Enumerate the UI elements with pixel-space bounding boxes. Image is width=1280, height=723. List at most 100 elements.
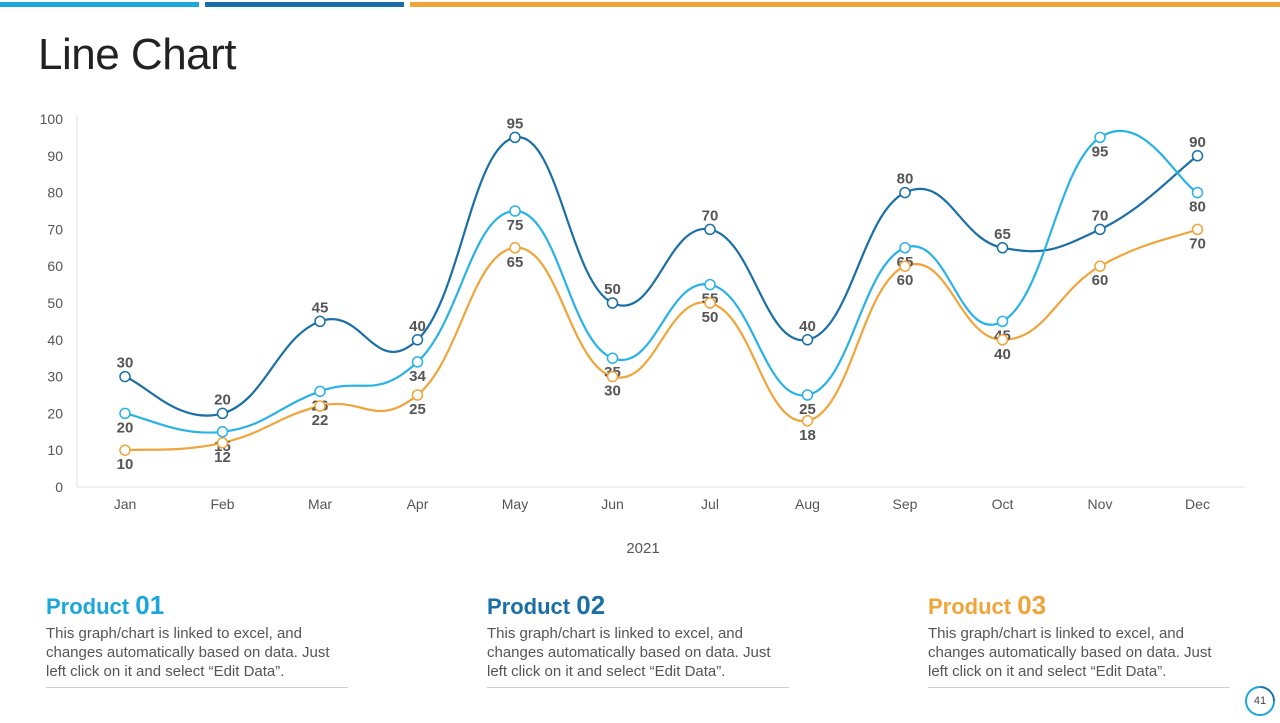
- product-03-point: [216, 437, 229, 449]
- product-02-label: Product: [487, 594, 571, 619]
- product-02-description: This graph/chart is linked to excel, and…: [487, 624, 789, 688]
- y-tick-label: 90: [47, 148, 63, 164]
- product-01-description: This graph/chart is linked to excel, and…: [46, 624, 348, 688]
- product-03-point: [314, 400, 326, 412]
- product-02-data-label: 30: [117, 355, 134, 372]
- product-01-line: [124, 129, 1199, 434]
- y-tick-label: 80: [47, 185, 63, 201]
- product-01-point: [899, 242, 911, 254]
- y-tick-label: 10: [47, 442, 63, 458]
- product-01-point: [216, 426, 229, 438]
- accent-bar-2: [205, 2, 404, 7]
- x-tick-label: Aug: [795, 496, 820, 512]
- x-tick-label: Oct: [992, 496, 1014, 512]
- product-01-point: [314, 385, 326, 398]
- product-01-data-label: 80: [1189, 199, 1206, 216]
- product-03-point: [509, 242, 521, 254]
- product-02-data-label: 65: [994, 226, 1011, 243]
- product-03-point: [119, 444, 131, 456]
- product-03-data-label: 30: [604, 383, 621, 400]
- product-01-block: Product 01 This graph/chart is linked to…: [46, 590, 356, 688]
- product-03-data-label: 50: [702, 309, 719, 326]
- product-03-data-label: 65: [507, 254, 524, 271]
- product-01-number: 01: [135, 590, 165, 620]
- y-tick-label: 0: [55, 479, 63, 495]
- product-03-description: This graph/chart is linked to excel, and…: [928, 624, 1230, 688]
- product-03-data-label: 70: [1189, 235, 1206, 252]
- product-02-data-label: 90: [1189, 134, 1206, 151]
- product-02-data-label: 95: [507, 115, 524, 132]
- product-02-point: [216, 407, 229, 420]
- product-01-point: [606, 352, 619, 364]
- x-tick-label: Dec: [1185, 496, 1210, 512]
- product-03-point: [411, 389, 424, 401]
- product-01-label: Product: [46, 594, 130, 619]
- y-tick-label: 40: [47, 332, 63, 348]
- product-03-data-label: 10: [117, 456, 134, 473]
- x-tick-label: May: [502, 496, 528, 512]
- product-01-point: [1191, 186, 1204, 199]
- accent-bar-3: [410, 2, 1280, 7]
- y-tick-label: 60: [47, 258, 63, 274]
- product-03-point: [801, 415, 814, 427]
- product-03-point: [1094, 260, 1106, 272]
- product-02-point: [411, 334, 424, 346]
- page-title: Line Chart: [38, 30, 237, 79]
- product-03-point: [704, 297, 716, 309]
- product-02-line: [124, 136, 1199, 417]
- product-03-point: [899, 260, 911, 272]
- product-03-point: [606, 370, 619, 383]
- line-chart: 0 10 20 30 40 50 60 70 80 90 100 Jan Feb Mar Apr May Jun…: [40, 111, 1245, 557]
- product-03-label: Product: [928, 594, 1012, 619]
- product-03-point: [996, 334, 1009, 346]
- x-tick-label: Nov: [1088, 496, 1113, 512]
- product-02-data-label: 40: [799, 318, 816, 335]
- product-02-data-label: 70: [1092, 207, 1109, 224]
- y-tick-label: 30: [47, 369, 63, 385]
- y-tick-label: 70: [47, 221, 63, 237]
- product-01-data-label: 95: [1092, 143, 1109, 160]
- product-03-title: Product 03: [928, 590, 1238, 622]
- product-02-point: [119, 370, 131, 383]
- page-ring-icon: [1245, 686, 1275, 716]
- product-03-line: [124, 228, 1198, 452]
- x-tick-label: Jul: [701, 496, 719, 512]
- product-01-point: [704, 278, 716, 291]
- product-02-point: [1094, 223, 1106, 236]
- product-01-title: Product 01: [46, 590, 356, 622]
- y-tick-label: 20: [47, 405, 63, 421]
- accent-bar-1: [0, 2, 199, 7]
- product-02-point: [899, 186, 911, 199]
- product-02-data-label: 40: [409, 318, 426, 335]
- x-tick-label: Feb: [210, 496, 234, 512]
- product-01-data-label: 34: [409, 368, 426, 385]
- product-01-point: [801, 389, 814, 401]
- product-03-data-label: 18: [799, 427, 816, 444]
- product-03-number: 03: [1017, 590, 1047, 620]
- product-02-data-label: 20: [214, 391, 231, 408]
- product-02-data-label: 50: [604, 281, 621, 298]
- product-02-point: [606, 297, 619, 309]
- product-02-point: [314, 315, 326, 328]
- product-02-point: [801, 334, 814, 346]
- product-02-point: [996, 242, 1009, 254]
- product-03-point: [1191, 223, 1204, 236]
- product-01-point: [119, 407, 131, 420]
- product-03-data-label: 12: [214, 449, 231, 466]
- y-tick-label: 50: [47, 295, 63, 311]
- product-02-point: [509, 131, 521, 144]
- product-02-point: [704, 223, 716, 236]
- product-01-point: [996, 315, 1009, 328]
- product-03-data-label: 60: [897, 272, 914, 289]
- x-tick-label: Apr: [407, 496, 429, 512]
- product-02-data-label: 80: [897, 171, 914, 188]
- product-02-block: Product 02 This graph/chart is linked to…: [487, 590, 797, 688]
- product-03-data-label: 25: [409, 401, 426, 418]
- page-number: 41: [1253, 695, 1267, 707]
- product-01-point: [1094, 131, 1106, 144]
- product-03-data-label: 40: [994, 346, 1011, 363]
- x-tick-label: Sep: [893, 496, 918, 512]
- product-01-point: [509, 205, 521, 217]
- product-01-data-label: 20: [117, 419, 134, 436]
- product-02-data-label: 45: [312, 299, 329, 316]
